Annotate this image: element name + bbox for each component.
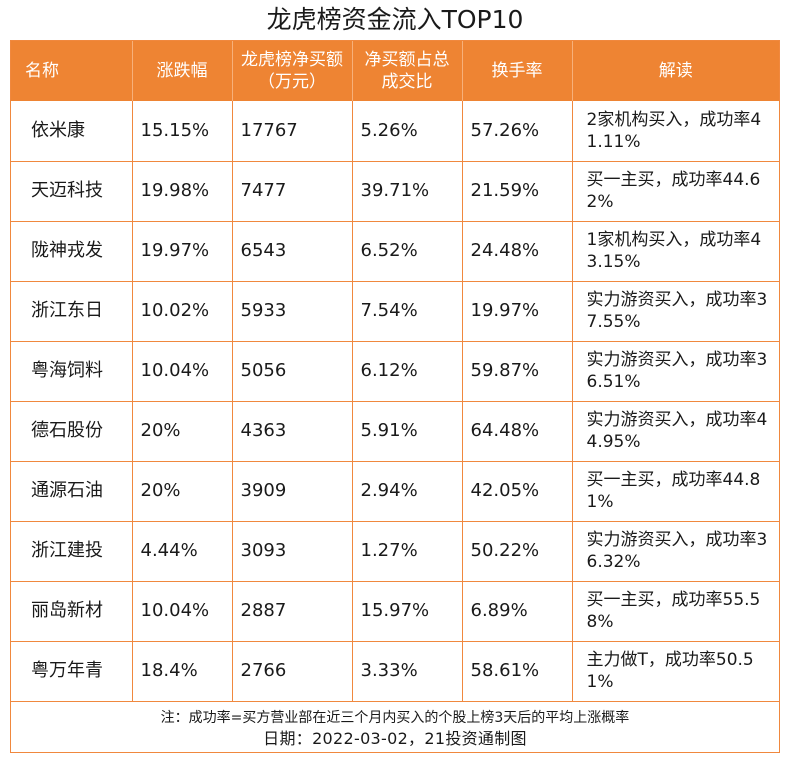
stock-name-cell: 天迈科技 bbox=[11, 161, 133, 222]
change-pct-cell: 20% bbox=[132, 401, 233, 462]
table-row: 粤万年青 18.4% 2766 3.33% 58.61% 主力做T，成功率50.51% bbox=[11, 641, 779, 702]
change-pct-cell: 19.98% bbox=[132, 161, 233, 222]
column-header-net-buy: 龙虎榜净买额（万元） bbox=[232, 41, 353, 101]
change-pct-cell: 10.02% bbox=[132, 281, 233, 342]
interpretation-cell: 实力游资买入，成功率36.51% bbox=[572, 341, 779, 402]
change-pct-cell: 15.15% bbox=[132, 101, 233, 162]
net-buy-amount-cell: 5933 bbox=[232, 281, 353, 342]
page-title: 龙虎榜资金流入TOP10 bbox=[266, 5, 524, 34]
net-buy-ratio-cell: 15.97% bbox=[352, 581, 463, 642]
net-buy-amount-cell: 17767 bbox=[232, 101, 353, 162]
net-buy-ratio-cell: 5.91% bbox=[352, 401, 463, 462]
stock-name-cell: 依米康 bbox=[11, 101, 133, 162]
change-pct-cell: 10.04% bbox=[132, 341, 233, 402]
interpretation-cell: 买一主买，成功率55.58% bbox=[572, 581, 779, 642]
turnover-rate-cell: 6.89% bbox=[462, 581, 573, 642]
stock-name-cell: 陇神戎发 bbox=[11, 221, 133, 282]
interpretation-cell: 2家机构买入，成功率41.11% bbox=[572, 101, 779, 162]
interpretation-cell: 实力游资买入，成功率37.55% bbox=[572, 281, 779, 342]
net-buy-amount-cell: 3909 bbox=[232, 461, 353, 522]
net-buy-ratio-cell: 3.33% bbox=[352, 641, 463, 702]
table-header-row: 名称 涨跌幅 龙虎榜净买额（万元） 净买额占总成交比 换手率 解读 bbox=[11, 41, 779, 101]
change-pct-cell: 19.97% bbox=[132, 221, 233, 282]
table-body: 依米康 15.15% 17767 5.26% 57.26% 2家机构买入，成功率41.11… bbox=[11, 101, 779, 702]
interpretation-cell: 实力游资买入，成功率36.32% bbox=[572, 521, 779, 582]
column-header-name: 名称 bbox=[11, 41, 133, 101]
net-buy-ratio-cell: 2.94% bbox=[352, 461, 463, 522]
turnover-rate-cell: 42.05% bbox=[462, 461, 573, 522]
table-row: 德石股份 20% 4363 5.91% 64.48% 实力游资买入，成功率44.95% bbox=[11, 401, 779, 462]
stock-name-cell: 德石股份 bbox=[11, 401, 133, 462]
net-buy-ratio-cell: 39.71% bbox=[352, 161, 463, 222]
interpretation-cell: 买一主买，成功率44.81% bbox=[572, 461, 779, 522]
net-buy-ratio-cell: 5.26% bbox=[352, 101, 463, 162]
column-header-net-buy-ratio: 净买额占总成交比 bbox=[352, 41, 463, 101]
table-row: 依米康 15.15% 17767 5.26% 57.26% 2家机构买入，成功率41.11… bbox=[11, 101, 779, 162]
table-row: 粤海饲料 10.04% 5056 6.12% 59.87% 实力游资买入，成功率36.51… bbox=[11, 341, 779, 402]
change-pct-cell: 4.44% bbox=[132, 521, 233, 582]
net-buy-ratio-cell: 1.27% bbox=[352, 521, 463, 582]
table-row: 丽岛新材 10.04% 2887 15.97% 6.89% 买一主买，成功率55.58% bbox=[11, 581, 779, 642]
stock-name-cell: 粤万年青 bbox=[11, 641, 133, 702]
table-footer: 注：成功率=买方营业部在近三个月内买入的个股上榜3天后的平均上涨概率 日期：20… bbox=[11, 702, 779, 752]
stock-name-cell: 浙江东日 bbox=[11, 281, 133, 342]
column-header-change: 涨跌幅 bbox=[132, 41, 233, 101]
change-pct-cell: 20% bbox=[132, 461, 233, 522]
stock-name-cell: 粤海饲料 bbox=[11, 341, 133, 402]
table-row: 浙江建投 4.44% 3093 1.27% 50.22% 实力游资买入，成功率36.32% bbox=[11, 521, 779, 582]
table-row: 通源石油 20% 3909 2.94% 42.05% 买一主买，成功率44.81% bbox=[11, 461, 779, 522]
column-header-interpretation: 解读 bbox=[658, 61, 693, 81]
table-row: 陇神戎发 19.97% 6543 6.52% 24.48% 1家机构买入，成功率43.15… bbox=[11, 221, 779, 282]
change-pct-cell: 10.04% bbox=[132, 581, 233, 642]
interpretation-cell: 1家机构买入，成功率43.15% bbox=[572, 221, 779, 282]
turnover-rate-cell: 19.97% bbox=[462, 281, 573, 342]
net-buy-amount-cell: 2766 bbox=[232, 641, 353, 702]
interpretation-cell: 主力做T，成功率50.51% bbox=[572, 641, 779, 702]
column-header-turnover: 换手率 bbox=[462, 41, 573, 101]
turnover-rate-cell: 24.48% bbox=[462, 221, 573, 282]
stock-name-cell: 通源石油 bbox=[11, 461, 133, 522]
date-credit: 日期：2022-03-02，21投资通制图 bbox=[263, 728, 527, 748]
table-row: 天迈科技 19.98% 7477 39.71% 21.59% 买一主买，成功率44.62% bbox=[11, 161, 779, 222]
net-buy-amount-cell: 3093 bbox=[232, 521, 353, 582]
turnover-rate-cell: 21.59% bbox=[462, 161, 573, 222]
stock-name-cell: 浙江建投 bbox=[11, 521, 133, 582]
turnover-rate-cell: 64.48% bbox=[462, 401, 573, 462]
turnover-rate-cell: 59.87% bbox=[462, 341, 573, 402]
net-buy-amount-cell: 4363 bbox=[232, 401, 353, 462]
change-pct-cell: 18.4% bbox=[132, 641, 233, 702]
stock-name-cell: 丽岛新材 bbox=[11, 581, 133, 642]
net-buy-amount-cell: 5056 bbox=[232, 341, 353, 402]
fund-inflow-table: 名称 涨跌幅 龙虎榜净买额（万元） 净买额占总成交比 换手率 解读 依米康 15.… bbox=[10, 40, 780, 753]
turnover-rate-cell: 58.61% bbox=[462, 641, 573, 702]
net-buy-ratio-cell: 6.52% bbox=[352, 221, 463, 282]
turnover-rate-cell: 57.26% bbox=[462, 101, 573, 162]
table-row: 浙江东日 10.02% 5933 7.54% 19.97% 实力游资买入，成功率37.55… bbox=[11, 281, 779, 342]
net-buy-ratio-cell: 6.12% bbox=[352, 341, 463, 402]
net-buy-amount-cell: 6543 bbox=[232, 221, 353, 282]
net-buy-amount-cell: 7477 bbox=[232, 161, 353, 222]
turnover-rate-cell: 50.22% bbox=[462, 521, 573, 582]
net-buy-ratio-cell: 7.54% bbox=[352, 281, 463, 342]
footnote: 注：成功率=买方营业部在近三个月内买入的个股上榜3天后的平均上涨概率 bbox=[160, 709, 630, 726]
net-buy-amount-cell: 2887 bbox=[232, 581, 353, 642]
interpretation-cell: 实力游资买入，成功率44.95% bbox=[572, 401, 779, 462]
interpretation-cell: 买一主买，成功率44.62% bbox=[572, 161, 779, 222]
